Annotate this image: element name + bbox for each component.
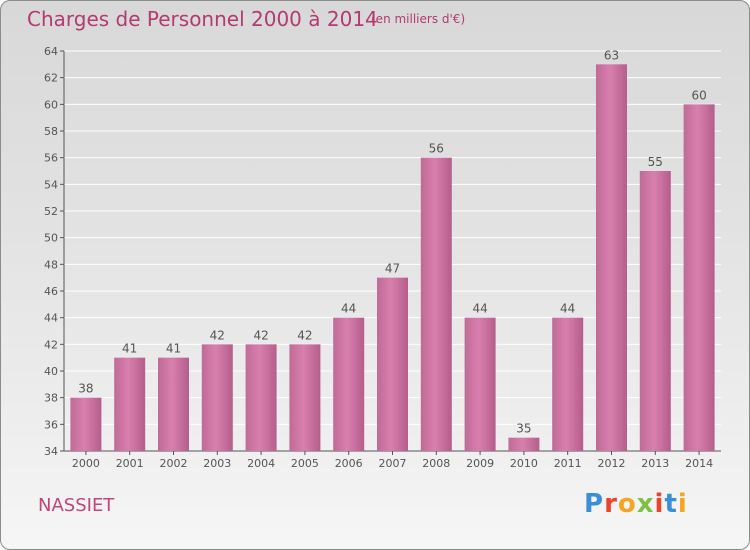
logo-letter: i (654, 489, 665, 519)
x-tick-label: 2004 (247, 457, 275, 470)
bar-value-label: 44 (341, 302, 356, 316)
y-tick-label: 54 (44, 178, 58, 191)
y-tick-label: 62 (44, 72, 58, 85)
y-tick-label: 52 (44, 205, 58, 218)
bar (596, 64, 627, 452)
x-tick-label: 2013 (641, 457, 669, 470)
y-tick-label: 34 (44, 445, 58, 458)
bar-value-label: 56 (429, 142, 444, 156)
bar (245, 344, 277, 451)
x-tick-label: 2002 (160, 457, 188, 470)
logo-letter: i (677, 489, 688, 519)
bar (333, 317, 365, 451)
logo-letter: t (664, 489, 678, 519)
bar (420, 157, 452, 451)
bar-value-label: 41 (122, 342, 137, 356)
y-tick-label: 36 (44, 418, 58, 431)
y-tick-label: 60 (44, 98, 58, 111)
bar-value-label: 38 (78, 382, 93, 396)
bar (289, 344, 321, 451)
bar (114, 357, 146, 451)
x-tick-label: 2010 (510, 457, 538, 470)
logo-letter: r (604, 489, 618, 519)
bar-value-label: 42 (253, 328, 268, 342)
x-tick-label: 2014 (685, 457, 713, 470)
bar (683, 104, 715, 451)
x-tick-label: 2003 (203, 457, 231, 470)
bar-value-label: 42 (297, 328, 312, 342)
logo-letter: P (584, 489, 605, 519)
y-tick-label: 64 (44, 45, 58, 58)
x-tick-label: 2000 (72, 457, 100, 470)
x-tick-label: 2011 (554, 457, 582, 470)
bar (201, 344, 233, 451)
bar-value-label: 41 (166, 342, 181, 356)
y-tick-label: 42 (44, 338, 58, 351)
bar (639, 171, 671, 451)
logo-letter: o (617, 489, 637, 519)
x-tick-label: 2012 (598, 457, 626, 470)
x-tick-label: 2006 (335, 457, 363, 470)
x-tick-label: 2007 (379, 457, 407, 470)
bar-value-label: 60 (691, 88, 706, 102)
bar (552, 317, 584, 451)
y-tick-label: 58 (44, 125, 58, 138)
chart-subtitle: (en milliers d'€) (371, 12, 466, 26)
proxiti-logo: Proxiti (584, 489, 688, 519)
x-tick-label: 2008 (422, 457, 450, 470)
bar (464, 317, 496, 451)
bar-value-label: 35 (516, 422, 531, 436)
bar (377, 277, 408, 451)
x-tick-label: 2009 (466, 457, 494, 470)
x-tick-label: 2005 (291, 457, 319, 470)
chart-title: Charges de Personnel 2000 à 2014 (27, 7, 378, 31)
bar-value-label: 55 (648, 155, 663, 169)
bar-value-label: 44 (560, 302, 575, 316)
bar (508, 437, 540, 451)
bar (158, 357, 189, 451)
y-tick-label: 56 (44, 152, 58, 165)
bar-value-label: 63 (604, 48, 619, 62)
bar-value-label: 47 (385, 262, 400, 276)
y-tick-label: 48 (44, 258, 58, 271)
y-tick-label: 46 (44, 285, 58, 298)
y-tick-label: 40 (44, 365, 58, 378)
bar (70, 397, 102, 451)
bar-value-label: 42 (210, 328, 225, 342)
commune-name: NASSIET (38, 495, 115, 516)
y-tick-label: 38 (44, 392, 58, 405)
y-tick-label: 44 (44, 312, 58, 325)
y-tick-label: 50 (44, 232, 58, 245)
bar-value-label: 44 (472, 302, 487, 316)
logo-letter: x (636, 489, 655, 519)
x-tick-label: 2001 (116, 457, 144, 470)
